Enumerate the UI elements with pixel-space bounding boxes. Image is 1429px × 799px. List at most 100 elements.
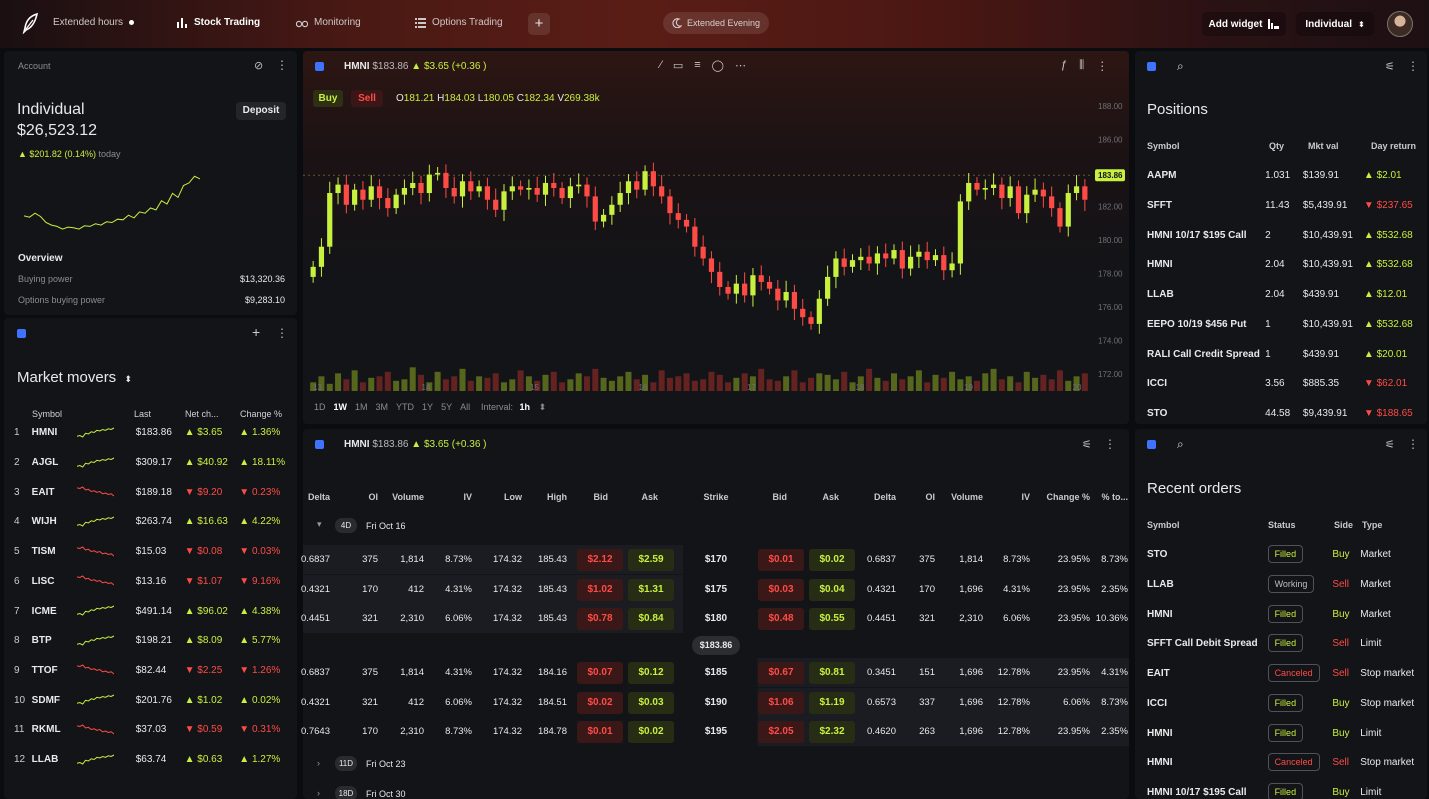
ask-price[interactable]: $1.31 [628, 579, 674, 601]
column-header[interactable]: Qty [1269, 141, 1285, 151]
candle-body[interactable] [874, 253, 881, 264]
candle-body[interactable] [435, 172, 441, 175]
column-header[interactable]: Last [134, 409, 152, 419]
expiry-row-3[interactable]: Fri Oct 30 [366, 789, 406, 799]
candle-body[interactable] [758, 275, 764, 282]
candle-body[interactable] [600, 214, 607, 222]
deposit-button[interactable]: Deposit [236, 102, 286, 120]
column-header[interactable]: Low [504, 492, 522, 502]
candle-body[interactable] [1007, 186, 1013, 199]
lines-icon[interactable]: ≡ [694, 59, 701, 71]
bid-price[interactable]: $0.07 [577, 662, 623, 684]
ask-price[interactable]: $2.32 [809, 721, 855, 743]
candle-body[interactable] [360, 189, 366, 200]
candle-body[interactable] [866, 256, 872, 264]
candle-body[interactable] [849, 260, 856, 267]
column-header[interactable]: Delta [307, 492, 330, 502]
ask-price[interactable]: $0.81 [809, 662, 855, 684]
search-icon[interactable]: ⌕ [1177, 437, 1184, 451]
bid-price[interactable]: $0.78 [577, 608, 623, 630]
option-row[interactable]: 0.6837 375 1,814 4.31% 174.32 184.16 $0.07 $0.1… [301, 658, 1129, 687]
column-header[interactable]: % to... [1101, 492, 1129, 502]
candle-body[interactable] [957, 201, 963, 264]
candle-body[interactable] [1049, 196, 1055, 209]
column-header[interactable]: OI [368, 492, 378, 502]
column-header[interactable]: High [547, 492, 567, 502]
candle-body[interactable] [410, 182, 416, 188]
candle-body[interactable] [659, 186, 665, 197]
range-option[interactable]: 5Y [441, 402, 453, 412]
order-row[interactable]: HMNI Canceled Sell Stop market [1147, 748, 1422, 778]
candle-body[interactable] [459, 181, 466, 197]
candle-body[interactable] [376, 186, 383, 199]
range-option[interactable]: 1Y [422, 402, 434, 412]
candle-body[interactable] [642, 171, 648, 190]
column-header[interactable]: Symbol [32, 409, 63, 419]
settings-sliders-icon[interactable]: ⚟ [1082, 439, 1092, 451]
buy-button[interactable]: Buy [313, 90, 343, 107]
market-mover-row[interactable]: 11 RKML $37.03 ▼ $0.59 ▼ 0.31% [14, 715, 294, 745]
candle-body[interactable] [700, 246, 706, 259]
column-header[interactable]: Bid [772, 492, 788, 502]
bid-price[interactable]: $0.67 [758, 662, 804, 684]
position-row[interactable]: STO 44.58 $9,439.91 ▼ $188.65 [1147, 399, 1422, 429]
market-mover-row[interactable]: 4 WIJH $263.74 ▲ $16.63 ▲ 4.22% [14, 507, 294, 537]
candle-body[interactable] [683, 219, 690, 227]
candle-body[interactable] [418, 182, 424, 194]
candle-body[interactable] [468, 181, 474, 192]
position-row[interactable]: AAPM 1.031 $139.91 ▲ $2.01 [1147, 161, 1422, 191]
candle-body[interactable] [634, 181, 640, 190]
column-header[interactable]: Ask [822, 492, 839, 502]
candle-body[interactable] [990, 184, 997, 188]
more-menu-icon[interactable]: ⋮ [1104, 437, 1116, 451]
candle-body[interactable] [576, 184, 582, 187]
candle-body[interactable] [692, 226, 698, 247]
candle-body[interactable] [526, 187, 532, 190]
candle-body[interactable] [650, 171, 656, 187]
candle-body[interactable] [625, 181, 632, 194]
expiry-row-1[interactable]: Fri Oct 16 [366, 521, 406, 531]
tab-monitoring[interactable]: Monitoring [296, 17, 361, 28]
market-mover-row[interactable]: 7 ICME $491.14 ▲ $96.02 ▲ 4.38% [14, 596, 294, 626]
bid-price[interactable]: $0.48 [758, 608, 804, 630]
candle-body[interactable] [858, 256, 864, 261]
option-row[interactable]: 0.4321 321 412 6.06% 174.32 184.51 $0.02 $0.03 $… [301, 688, 1129, 717]
more-menu-icon[interactable]: ⋮ [1407, 437, 1419, 451]
candle-body[interactable] [592, 196, 598, 222]
candle-body[interactable] [974, 182, 980, 190]
chevron-right-icon[interactable]: › [317, 788, 320, 798]
market-mover-row[interactable]: 9 TTOF $82.44 ▼ $2.25 ▼ 1.26% [14, 656, 294, 686]
bid-price[interactable]: $0.03 [758, 579, 804, 601]
market-mover-row[interactable]: 10 SDMF $201.76 ▲ $1.02 ▲ 0.02% [14, 685, 294, 715]
eye-off-icon[interactable]: ⊘ [254, 60, 264, 72]
candle-body[interactable] [484, 186, 491, 200]
candle-body[interactable] [368, 186, 374, 200]
option-row[interactable]: 0.6837 375 1,814 8.73% 174.32 185.43 $2.12 $2.5… [301, 545, 1129, 574]
position-row[interactable]: EEPO 10/19 $456 Put 1 $10,439.91 ▲ $532.68 [1147, 310, 1422, 340]
candle-body[interactable] [733, 283, 739, 294]
add-tab-button[interactable]: + [528, 13, 550, 35]
column-header[interactable]: IV [1021, 492, 1030, 502]
candle-body[interactable] [609, 204, 615, 215]
ask-price[interactable]: $0.84 [628, 608, 674, 630]
candle-body[interactable] [717, 271, 723, 287]
order-row[interactable]: EAIT Canceled Sell Stop market [1147, 659, 1422, 689]
candle-body[interactable] [310, 266, 316, 277]
candle-body[interactable] [318, 246, 325, 267]
column-header[interactable]: Status [1268, 520, 1296, 530]
widget-color-icon[interactable] [1147, 440, 1156, 449]
chevron-right-icon[interactable]: › [317, 758, 320, 768]
add-icon[interactable]: + [252, 324, 261, 340]
settings-sliders-icon[interactable]: ⚟ [1385, 439, 1395, 451]
column-header[interactable]: Day return [1371, 141, 1417, 151]
order-row[interactable]: LLAB Working Sell Market [1147, 570, 1422, 600]
option-row[interactable]: 0.4321 170 412 4.31% 174.32 185.43 $1.02 $1.31 $… [301, 575, 1129, 604]
candle-body[interactable] [750, 275, 756, 296]
column-header[interactable]: Strike [703, 492, 729, 502]
candle-body[interactable] [742, 283, 748, 296]
candle-body[interactable] [725, 286, 731, 294]
expiry-row-2[interactable]: Fri Oct 23 [366, 759, 406, 769]
bid-price[interactable]: $2.05 [758, 721, 804, 743]
option-row[interactable]: 0.4451 321 2,310 6.06% 174.32 185.43 $0.78 $0.8… [301, 604, 1129, 633]
candle-body[interactable] [708, 258, 715, 272]
